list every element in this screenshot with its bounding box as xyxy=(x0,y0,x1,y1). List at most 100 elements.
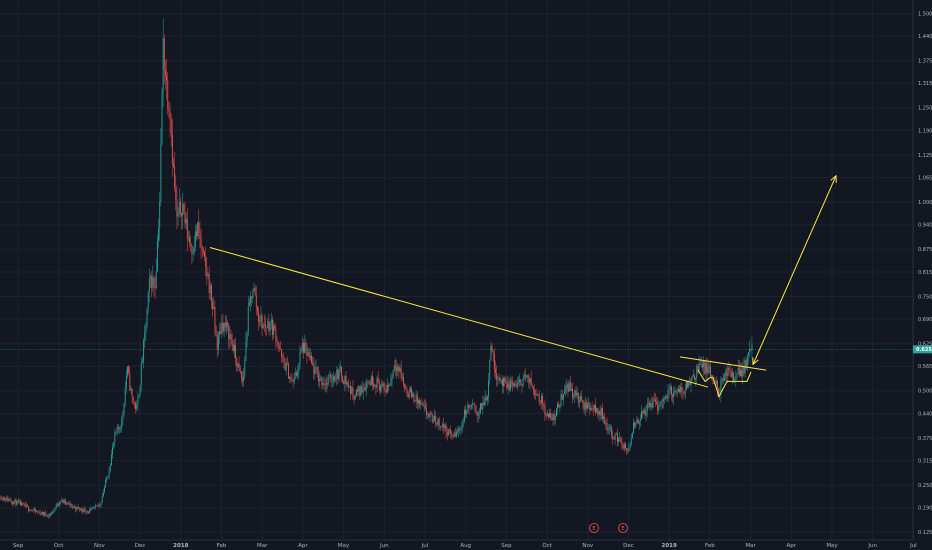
candle-body xyxy=(743,366,745,374)
candle-body xyxy=(449,429,450,431)
candle-body xyxy=(84,508,86,512)
candle-body xyxy=(254,287,256,295)
candle-body xyxy=(552,413,554,420)
candle-body xyxy=(170,119,172,134)
candle-body xyxy=(671,386,672,395)
candle-body xyxy=(245,341,247,361)
candle-body xyxy=(535,394,537,396)
candle-body xyxy=(419,400,421,405)
candle-body xyxy=(644,409,646,416)
candle-body xyxy=(165,70,166,77)
candle-body xyxy=(76,506,78,510)
candle-body xyxy=(469,406,471,408)
candle-body xyxy=(412,393,414,398)
y-tick-label: 1.065 xyxy=(918,175,932,181)
candle-body xyxy=(614,434,616,440)
candle-body xyxy=(633,422,634,434)
candle-body xyxy=(595,404,596,413)
candle-body xyxy=(597,407,599,415)
candle-body xyxy=(610,427,611,429)
x-tick-label: Dec xyxy=(623,543,634,549)
candle-body xyxy=(405,387,407,390)
candle-body xyxy=(108,470,110,477)
candle-body xyxy=(380,385,381,391)
candle-body xyxy=(427,414,429,415)
candle-body xyxy=(429,412,431,418)
candle-body xyxy=(745,360,747,369)
x-tick-label: 2019 xyxy=(662,543,677,549)
candle-body xyxy=(188,237,189,239)
candle-body xyxy=(465,410,467,415)
candle-body xyxy=(340,366,342,377)
candle-body xyxy=(55,504,57,508)
candle-body xyxy=(599,411,601,416)
candle-body xyxy=(142,361,143,364)
candle-body xyxy=(359,386,361,396)
candle-body xyxy=(48,514,50,516)
candle-body xyxy=(163,38,165,71)
candle-body xyxy=(174,166,176,188)
candle-body xyxy=(260,315,262,323)
candle-body xyxy=(262,324,264,329)
candle-body xyxy=(477,412,479,417)
candle-body xyxy=(581,396,583,401)
candle-body xyxy=(598,411,600,415)
candle-body xyxy=(91,508,93,510)
candle-body xyxy=(751,344,753,351)
candle-body xyxy=(355,389,357,396)
candle-body xyxy=(229,334,231,340)
candle-body xyxy=(12,502,13,504)
candle-body xyxy=(665,396,667,399)
candle-body xyxy=(184,211,186,224)
candle-body xyxy=(304,342,306,353)
candle-body xyxy=(137,398,139,406)
candle-body xyxy=(82,510,84,512)
candle-body xyxy=(611,427,613,436)
candle-body xyxy=(542,396,544,404)
candle-body xyxy=(749,348,751,353)
x-tick-label: Oct xyxy=(54,543,64,549)
candle-body xyxy=(462,421,464,422)
time-axis[interactable]: Sep Oct Nov Dec 2018 Feb Mar Apr May Jun Jul Aug Sep… xyxy=(13,543,932,549)
candle-body xyxy=(21,502,23,506)
candle-body xyxy=(87,511,89,513)
candle-body xyxy=(38,512,40,513)
candle-body xyxy=(445,424,447,432)
candle-body xyxy=(447,429,449,436)
candle-body xyxy=(342,376,343,382)
candle-body xyxy=(613,438,615,440)
candle-body xyxy=(145,325,147,333)
candle-body xyxy=(491,346,493,351)
candle-body xyxy=(52,512,54,513)
candle-body xyxy=(538,395,540,402)
candle-body xyxy=(377,377,379,383)
candle-body xyxy=(404,384,406,388)
candle-body xyxy=(132,396,134,403)
candle-body xyxy=(730,371,732,378)
breakout-arrow-head xyxy=(830,174,837,183)
candle-body xyxy=(122,413,124,420)
candle-body xyxy=(679,388,680,392)
candle-body xyxy=(289,376,291,379)
candle-body xyxy=(7,497,9,501)
candle-body xyxy=(546,413,548,416)
candle-body xyxy=(18,501,20,503)
candle-body xyxy=(454,432,456,437)
candle-body xyxy=(258,311,260,322)
candle-body xyxy=(592,409,594,410)
candle-body xyxy=(133,402,135,404)
candle-body xyxy=(589,402,591,411)
candle-body xyxy=(651,402,653,408)
candle-body xyxy=(139,385,141,396)
candle-body xyxy=(89,510,90,513)
candle-body xyxy=(550,413,552,419)
event-label: E xyxy=(621,526,624,532)
candle-body xyxy=(451,433,453,436)
candle-body xyxy=(543,403,545,406)
y-tick-label: 0.125 xyxy=(918,530,932,536)
candle-body xyxy=(158,229,159,241)
candle-body xyxy=(575,390,577,396)
price-axis[interactable]: 0.125 0.190 0.250 0.315 0.375 0.440 0.500 0.565… xyxy=(918,11,932,536)
candle-body xyxy=(507,383,509,389)
